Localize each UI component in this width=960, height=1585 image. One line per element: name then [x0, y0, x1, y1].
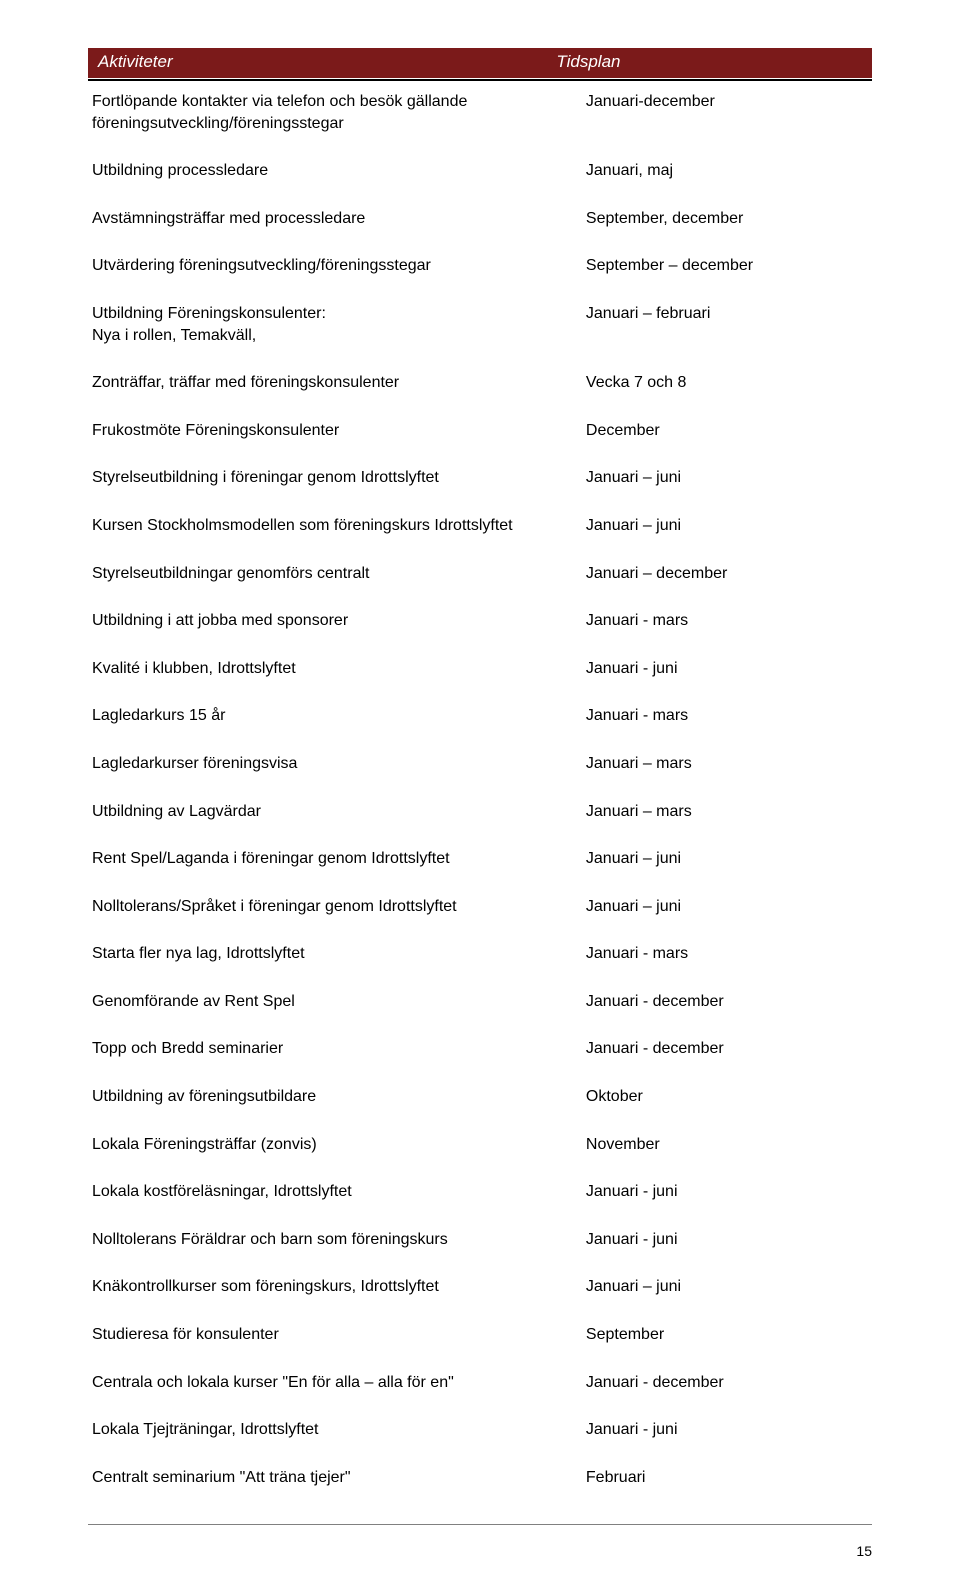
header-col-timeline: Tidsplan [556, 52, 862, 72]
time-cell: Januari - juni [582, 650, 872, 698]
time-cell: Januari - mars [582, 602, 872, 650]
activity-cell: Centralt seminarium "Att träna tjejer" [88, 1459, 582, 1507]
table-row: Avstämningsträffar med processledare Sep… [88, 200, 872, 248]
table-row: Centralt seminarium "Att träna tjejer" F… [88, 1459, 872, 1507]
table-row: Utbildning processledare Januari, maj [88, 152, 872, 200]
activity-cell: Knäkontrollkurser som föreningskurs, Idr… [88, 1268, 582, 1316]
table-row: Starta fler nya lag, Idrottslyftet Janua… [88, 935, 872, 983]
table-row: Centrala och lokala kurser "En för alla … [88, 1364, 872, 1412]
page-number: 15 [856, 1543, 872, 1559]
activity-cell: Kursen Stockholmsmodellen som föreningsk… [88, 507, 582, 555]
table-row: Kursen Stockholmsmodellen som föreningsk… [88, 507, 872, 555]
activity-cell: Kvalité i klubben, Idrottslyftet [88, 650, 582, 698]
activity-cell: Utbildning av Lagvärdar [88, 793, 582, 841]
time-cell: Januari-december [582, 83, 872, 152]
document-page: Aktiviteter Tidsplan Fortlöpande kontakt… [0, 0, 960, 1585]
table-row: Lagledarkurs 15 år Januari - mars [88, 697, 872, 745]
table-row: Utbildning i att jobba med sponsorer Jan… [88, 602, 872, 650]
time-cell: Januari - december [582, 983, 872, 1031]
activity-cell: Lokala kostföreläsningar, Idrottslyftet [88, 1173, 582, 1221]
time-cell: Januari – juni [582, 459, 872, 507]
activity-cell: Topp och Bredd seminarier [88, 1030, 582, 1078]
time-cell: Januari - mars [582, 697, 872, 745]
time-cell: September, december [582, 200, 872, 248]
footer-rule [88, 1524, 872, 1525]
activity-cell: Lagledarkurs 15 år [88, 697, 582, 745]
activity-cell: Styrelseutbildningar genomförs centralt [88, 555, 582, 603]
table-row: Utbildning av Lagvärdar Januari – mars [88, 793, 872, 841]
time-cell: Januari - juni [582, 1173, 872, 1221]
time-cell: Januari – juni [582, 507, 872, 555]
table-row: Topp och Bredd seminarier Januari - dece… [88, 1030, 872, 1078]
activity-cell: Frukostmöte Föreningskonsulenter [88, 412, 582, 460]
table-row: Lagledarkurser föreningsvisa Januari – m… [88, 745, 872, 793]
time-cell: Januari - december [582, 1030, 872, 1078]
activity-cell: Studieresa för konsulenter [88, 1316, 582, 1364]
table-row: Kvalité i klubben, Idrottslyftet Januari… [88, 650, 872, 698]
time-cell: September – december [582, 247, 872, 295]
activity-cell: Utbildning av föreningsutbildare [88, 1078, 582, 1126]
activity-cell: Starta fler nya lag, Idrottslyftet [88, 935, 582, 983]
activity-cell: Lokala Tjejträningar, Idrottslyftet [88, 1411, 582, 1459]
table-row: Knäkontrollkurser som föreningskurs, Idr… [88, 1268, 872, 1316]
time-cell: Januari - juni [582, 1221, 872, 1269]
time-cell: Januari - juni [582, 1411, 872, 1459]
time-cell: Vecka 7 och 8 [582, 364, 872, 412]
table-row: Lokala Tjejträningar, Idrottslyftet Janu… [88, 1411, 872, 1459]
time-cell: Januari – december [582, 555, 872, 603]
time-cell: Februari [582, 1459, 872, 1507]
table-row: Styrelseutbildningar genomförs centralt … [88, 555, 872, 603]
activity-cell: Nolltolerans/Språket i föreningar genom … [88, 888, 582, 936]
time-cell: Januari – februari [582, 295, 872, 364]
activity-cell: Utbildning i att jobba med sponsorer [88, 602, 582, 650]
time-cell: Januari – juni [582, 840, 872, 888]
table-row: Rent Spel/Laganda i föreningar genom Idr… [88, 840, 872, 888]
time-cell: Oktober [582, 1078, 872, 1126]
table-row: Nolltolerans Föräldrar och barn som före… [88, 1221, 872, 1269]
activity-cell: Zonträffar, träffar med föreningskonsule… [88, 364, 582, 412]
activity-cell: Utbildning processledare [88, 152, 582, 200]
time-cell: Januari - mars [582, 935, 872, 983]
table-header: Aktiviteter Tidsplan [88, 48, 872, 79]
time-cell: Januari – mars [582, 793, 872, 841]
table-row: Nolltolerans/Språket i föreningar genom … [88, 888, 872, 936]
activity-cell: Styrelseutbildning i föreningar genom Id… [88, 459, 582, 507]
table-row: Utvärdering föreningsutveckling/förening… [88, 247, 872, 295]
table-row: Studieresa för konsulenter September [88, 1316, 872, 1364]
activity-cell: Lokala Föreningsträffar (zonvis) [88, 1126, 582, 1174]
time-cell: Januari – juni [582, 1268, 872, 1316]
activity-cell: Rent Spel/Laganda i föreningar genom Idr… [88, 840, 582, 888]
time-cell: Januari, maj [582, 152, 872, 200]
table-row: Utbildning Föreningskonsulenter:Nya i ro… [88, 295, 872, 364]
table-row: Fortlöpande kontakter via telefon och be… [88, 83, 872, 152]
table-row: Lokala kostföreläsningar, Idrottslyftet … [88, 1173, 872, 1221]
table-row: Zonträffar, träffar med föreningskonsule… [88, 364, 872, 412]
activity-cell: Utvärdering föreningsutveckling/förening… [88, 247, 582, 295]
table-row: Styrelseutbildning i föreningar genom Id… [88, 459, 872, 507]
time-cell: Januari - december [582, 1364, 872, 1412]
activity-cell: Genomförande av Rent Spel [88, 983, 582, 1031]
time-cell: Januari – juni [582, 888, 872, 936]
activity-cell: Lagledarkurser föreningsvisa [88, 745, 582, 793]
table-row: Utbildning av föreningsutbildare Oktober [88, 1078, 872, 1126]
activity-cell: Avstämningsträffar med processledare [88, 200, 582, 248]
activity-cell: Fortlöpande kontakter via telefon och be… [88, 83, 582, 152]
activity-cell: Centrala och lokala kurser "En för alla … [88, 1364, 582, 1412]
table-row: Lokala Föreningsträffar (zonvis) Novembe… [88, 1126, 872, 1174]
table-row: Genomförande av Rent Spel Januari - dece… [88, 983, 872, 1031]
activity-cell: Utbildning Föreningskonsulenter:Nya i ro… [88, 295, 582, 364]
time-cell: September [582, 1316, 872, 1364]
activity-cell: Nolltolerans Föräldrar och barn som före… [88, 1221, 582, 1269]
time-cell: November [582, 1126, 872, 1174]
time-cell: December [582, 412, 872, 460]
header-divider [88, 79, 872, 81]
schedule-table: Fortlöpande kontakter via telefon och be… [88, 83, 872, 1506]
time-cell: Januari – mars [582, 745, 872, 793]
header-col-activities: Aktiviteter [98, 52, 556, 72]
table-row: Frukostmöte Föreningskonsulenter Decembe… [88, 412, 872, 460]
